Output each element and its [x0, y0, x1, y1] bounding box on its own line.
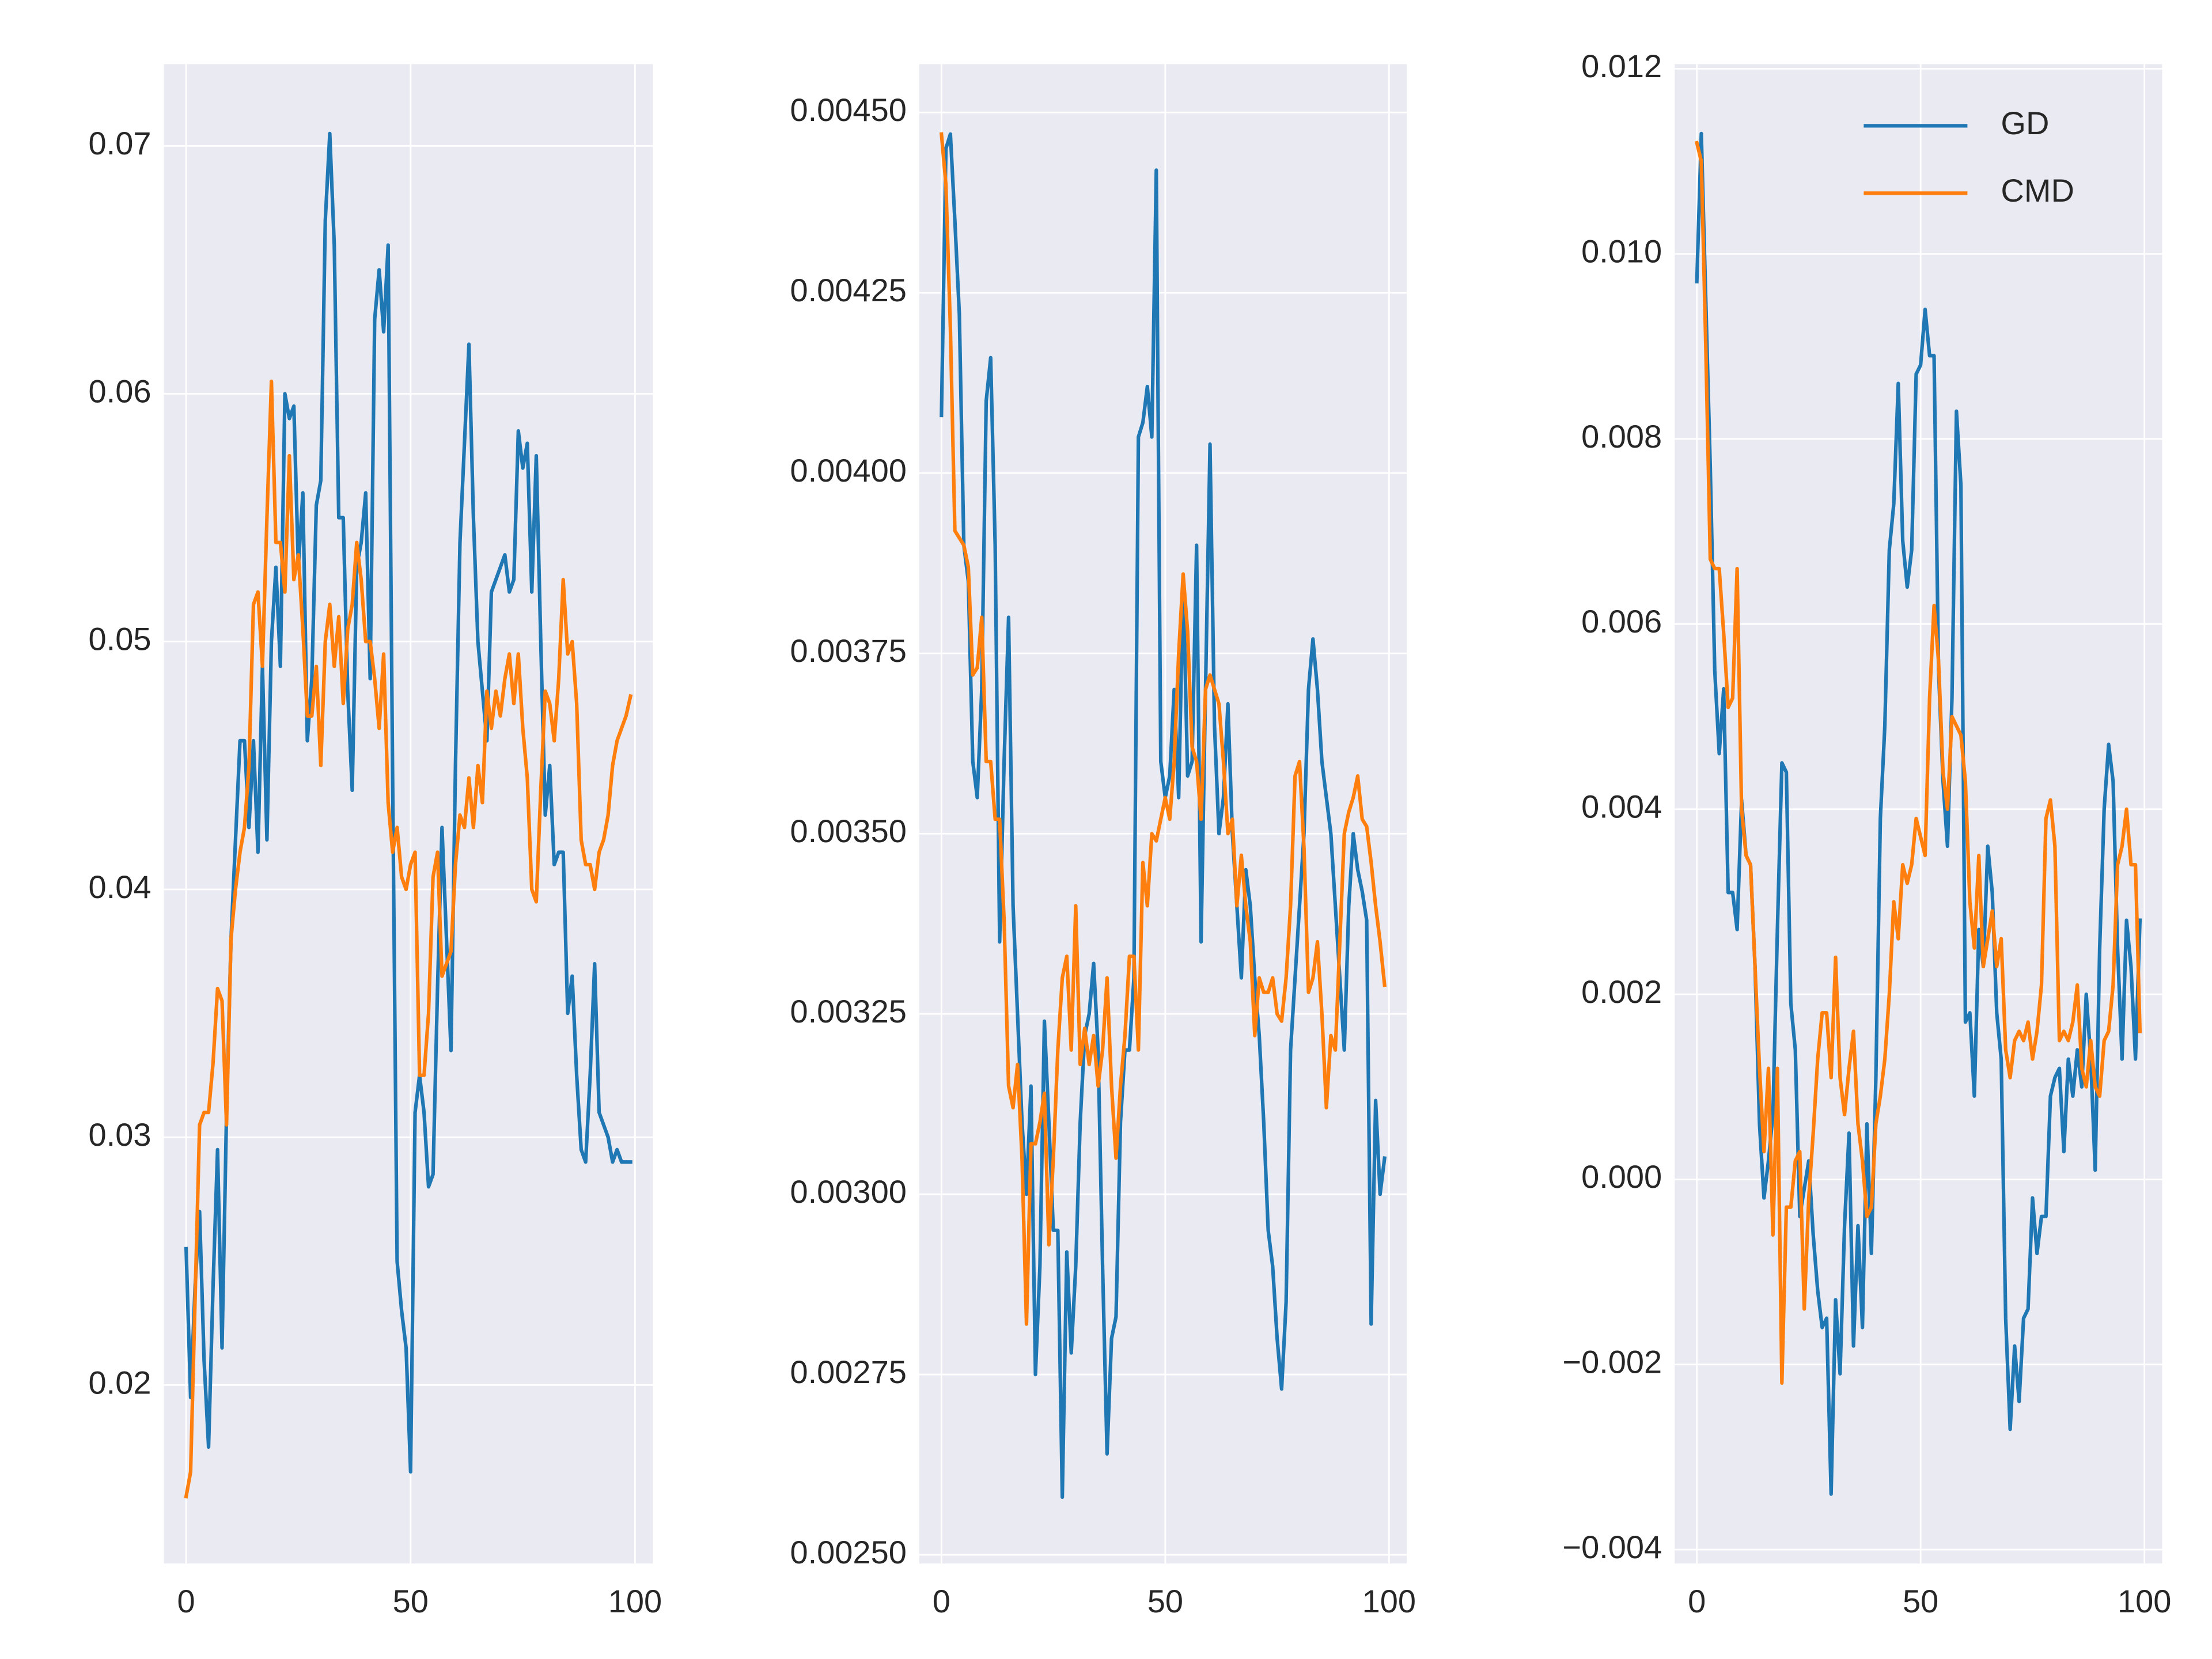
legend: GD CMD — [1863, 105, 2074, 209]
x-tick-label: 100 — [2118, 1583, 2171, 1619]
series-line — [184, 131, 632, 1474]
y-tick-label: 0.000 — [1581, 1158, 1662, 1195]
subplot: 0.00250 0.00275 0.00300 0.00325 0.00350 0.003… — [790, 64, 1416, 1619]
y-tick-label: −0.002 — [1562, 1344, 1662, 1380]
y-tick-label: 0.00450 — [790, 92, 906, 128]
series-group — [1694, 131, 2142, 1496]
y-tick-label: −0.004 — [1562, 1529, 1662, 1565]
y-tick-label: 0.00250 — [790, 1534, 906, 1570]
series-group — [939, 132, 1387, 1499]
y-tick-label: 0.00350 — [790, 813, 906, 849]
series-group — [184, 131, 633, 1499]
x-tick-label: 100 — [1362, 1583, 1416, 1619]
y-tick-label: 0.07 — [89, 125, 151, 161]
x-tick-label: 0 — [1688, 1583, 1706, 1619]
series-line — [184, 379, 633, 1499]
y-tick-label: 0.006 — [1581, 603, 1662, 639]
legend-label: GD — [2001, 105, 2049, 141]
subplot: 0.02 0.03 0.04 0.05 0.06 0.07 0 50 100 — [89, 64, 662, 1619]
series-line — [940, 132, 1387, 1499]
y-tick-label: 0.02 — [89, 1364, 151, 1400]
y-tick-label: 0.00275 — [790, 1354, 906, 1390]
y-tick-label: 0.002 — [1581, 974, 1662, 1010]
y-tick-label: 0.03 — [89, 1116, 151, 1153]
y-tick-label: 0.012 — [1581, 48, 1662, 84]
y-tick-label: 0.008 — [1581, 418, 1662, 454]
y-tick-label: 0.06 — [89, 373, 151, 409]
x-tick-label: 0 — [933, 1583, 950, 1619]
legend-label: CMD — [2001, 172, 2074, 209]
x-tick-label: 100 — [608, 1583, 662, 1619]
y-tick-label: 0.04 — [89, 869, 151, 905]
y-tick-label: 0.05 — [89, 621, 151, 657]
series-line — [1694, 141, 2142, 1385]
x-tick-label: 50 — [393, 1583, 429, 1619]
y-tick-label: 0.00400 — [790, 452, 906, 488]
subplot: −0.004 −0.002 0.000 0.002 0.004 0.006 0.008 0.0… — [1562, 48, 2171, 1619]
x-tick-label: 50 — [1147, 1583, 1183, 1619]
y-tick-label: 0.00375 — [790, 632, 906, 669]
plot-background — [1675, 64, 2162, 1564]
series-line — [939, 132, 1387, 1326]
x-tick-label: 50 — [1903, 1583, 1938, 1619]
y-tick-label: 0.00425 — [790, 272, 906, 308]
y-tick-label: 0.004 — [1581, 789, 1662, 825]
x-tick-label: 0 — [177, 1583, 195, 1619]
y-tick-label: 0.00325 — [790, 993, 906, 1029]
y-tick-label: 0.00300 — [790, 1173, 906, 1210]
y-tick-label: 0.010 — [1581, 233, 1662, 270]
